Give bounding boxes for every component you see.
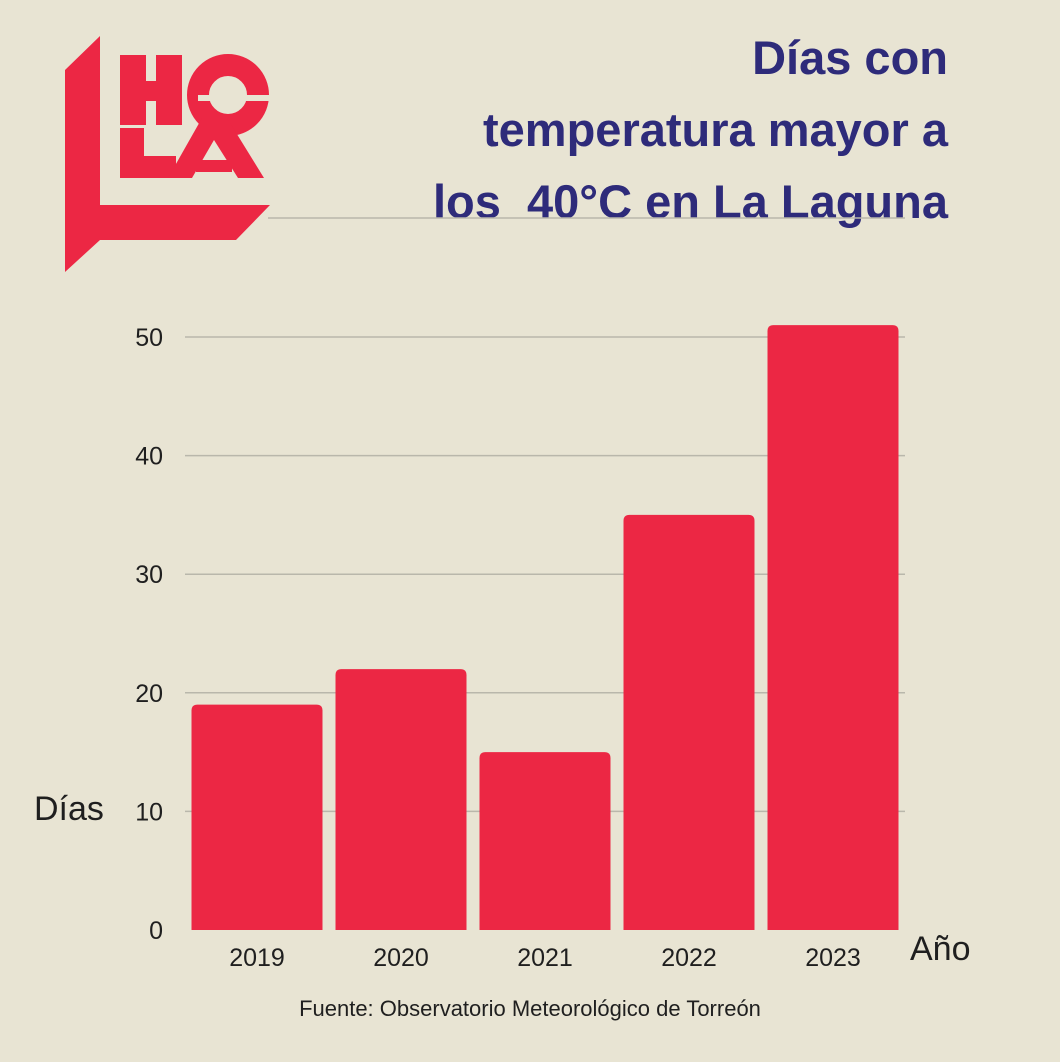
y-axis-label: Días: [34, 790, 104, 828]
y-tick-label: 20: [135, 680, 163, 708]
x-tick-label-2020: 2020: [373, 944, 429, 972]
bar-2019: [191, 704, 323, 930]
y-tick-label: 50: [135, 324, 163, 352]
x-axis-label: Año: [910, 930, 971, 968]
y-tick-label: 40: [135, 443, 163, 471]
bar-2022: [623, 514, 755, 930]
bar-2023: [767, 325, 899, 930]
x-tick-label-2019: 2019: [229, 944, 285, 972]
title-line-1: Días con: [752, 31, 948, 84]
y-tick-label: 0: [149, 917, 163, 945]
hola-logo: [65, 36, 270, 272]
x-tick-labels: 2019 2020 2021 2022 2023: [229, 944, 861, 972]
x-tick-label-2023: 2023: [805, 944, 861, 972]
chart-title: Días con temperatura mayor a los 40°C en…: [433, 22, 948, 238]
title-line-2: temperatura mayor a: [483, 103, 948, 156]
title-line-3: los 40°C en La Laguna: [432, 175, 948, 228]
bars: [191, 325, 899, 930]
y-tick-label: 10: [135, 798, 163, 826]
bar-2021: [479, 752, 611, 930]
source-note: Fuente: Observatorio Meteorológico de To…: [299, 996, 761, 1021]
y-tick-labels: 0 10 20 30 40 50: [135, 324, 163, 945]
x-tick-label-2021: 2021: [517, 944, 573, 972]
bar-2020: [335, 669, 467, 930]
x-tick-label-2022: 2022: [661, 944, 717, 972]
y-tick-label: 30: [135, 561, 163, 589]
